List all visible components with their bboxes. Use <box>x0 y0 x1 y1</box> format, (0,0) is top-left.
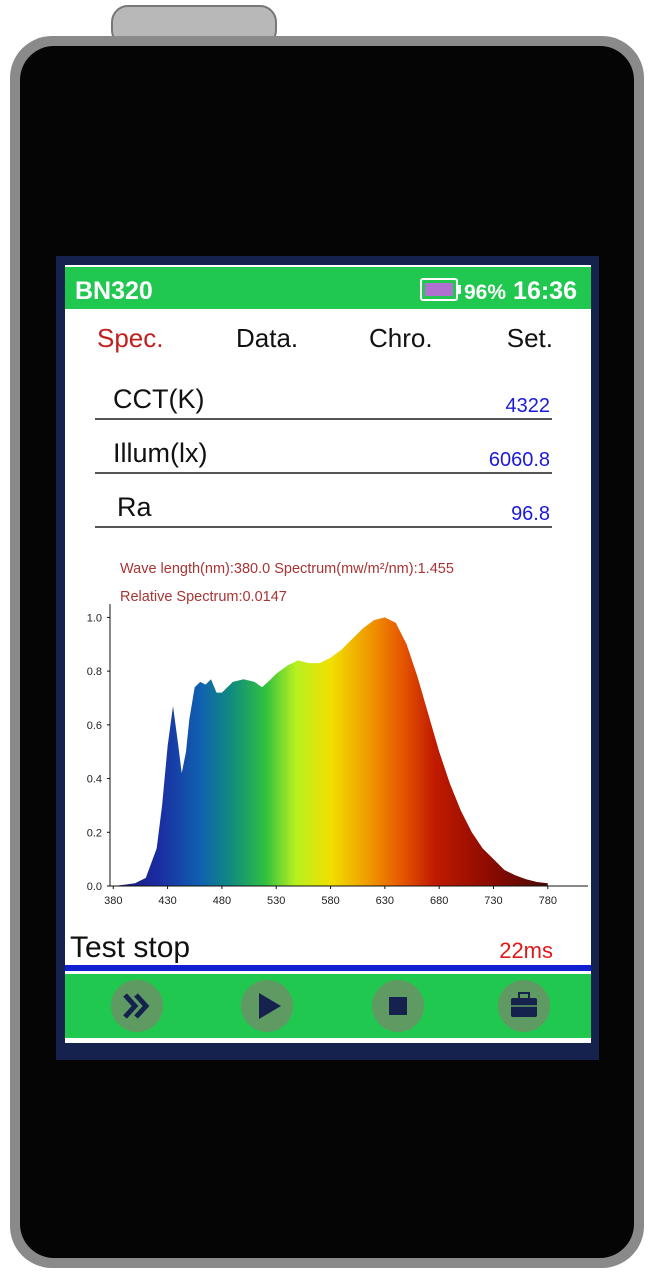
metric-value: 96.8 <box>511 503 550 525</box>
tools-button[interactable] <box>498 980 550 1032</box>
x-tick-label: 380 <box>104 895 122 907</box>
battery-text: 96% <box>464 281 506 304</box>
x-tick-label: 480 <box>213 895 231 907</box>
tab[interactable]: Data. <box>236 323 298 353</box>
spectrum-area <box>113 617 548 886</box>
x-tick-label: 680 <box>430 895 448 907</box>
header-bar <box>65 267 591 309</box>
metric-label: Ra <box>117 492 152 522</box>
clock: 16:36 <box>513 277 577 305</box>
tab[interactable]: Chro. <box>369 323 433 353</box>
stop-button[interactable] <box>372 980 424 1032</box>
y-tick-label: 0.6 <box>87 720 102 732</box>
y-tick-label: 0.8 <box>87 666 102 678</box>
info-text: Wave length(nm):380.0 Spectrum(mw/m²/nm)… <box>120 561 454 577</box>
y-tick-label: 1.0 <box>87 612 102 624</box>
tab[interactable]: Spec. <box>97 323 164 353</box>
metric-value: 6060.8 <box>489 449 550 471</box>
metric-label: Illum(lx) <box>113 438 208 468</box>
play-button[interactable] <box>241 980 293 1032</box>
status-text: Test stop <box>70 931 190 964</box>
x-tick-label: 780 <box>539 895 557 907</box>
device-title: BN320 <box>75 277 153 305</box>
spectrum-chart: 0.0 0.2 0.4 0.6 0.8 1.0 380 430 480 530 580 630 680 7… <box>87 604 588 907</box>
elapsed-time: 22ms <box>499 938 553 963</box>
screen <box>65 265 591 1043</box>
y-tick-label: 0.0 <box>87 881 102 893</box>
x-tick-label: 580 <box>321 895 339 907</box>
battery-tip <box>457 285 461 294</box>
x-tick-label: 430 <box>158 895 176 907</box>
info-text: Relative Spectrum:0.0147 <box>120 589 287 605</box>
y-tick-label: 0.4 <box>87 774 102 786</box>
separator <box>65 965 591 971</box>
x-tick-label: 730 <box>484 895 502 907</box>
x-tick-label: 530 <box>267 895 285 907</box>
x-tick-label: 630 <box>376 895 394 907</box>
tab[interactable]: Set. <box>507 323 553 353</box>
metric-value: 4322 <box>506 395 551 417</box>
metric-label: CCT(K) <box>113 384 204 414</box>
next-button[interactable] <box>111 980 163 1032</box>
battery-level <box>425 283 453 296</box>
y-tick-label: 0.2 <box>87 827 102 839</box>
